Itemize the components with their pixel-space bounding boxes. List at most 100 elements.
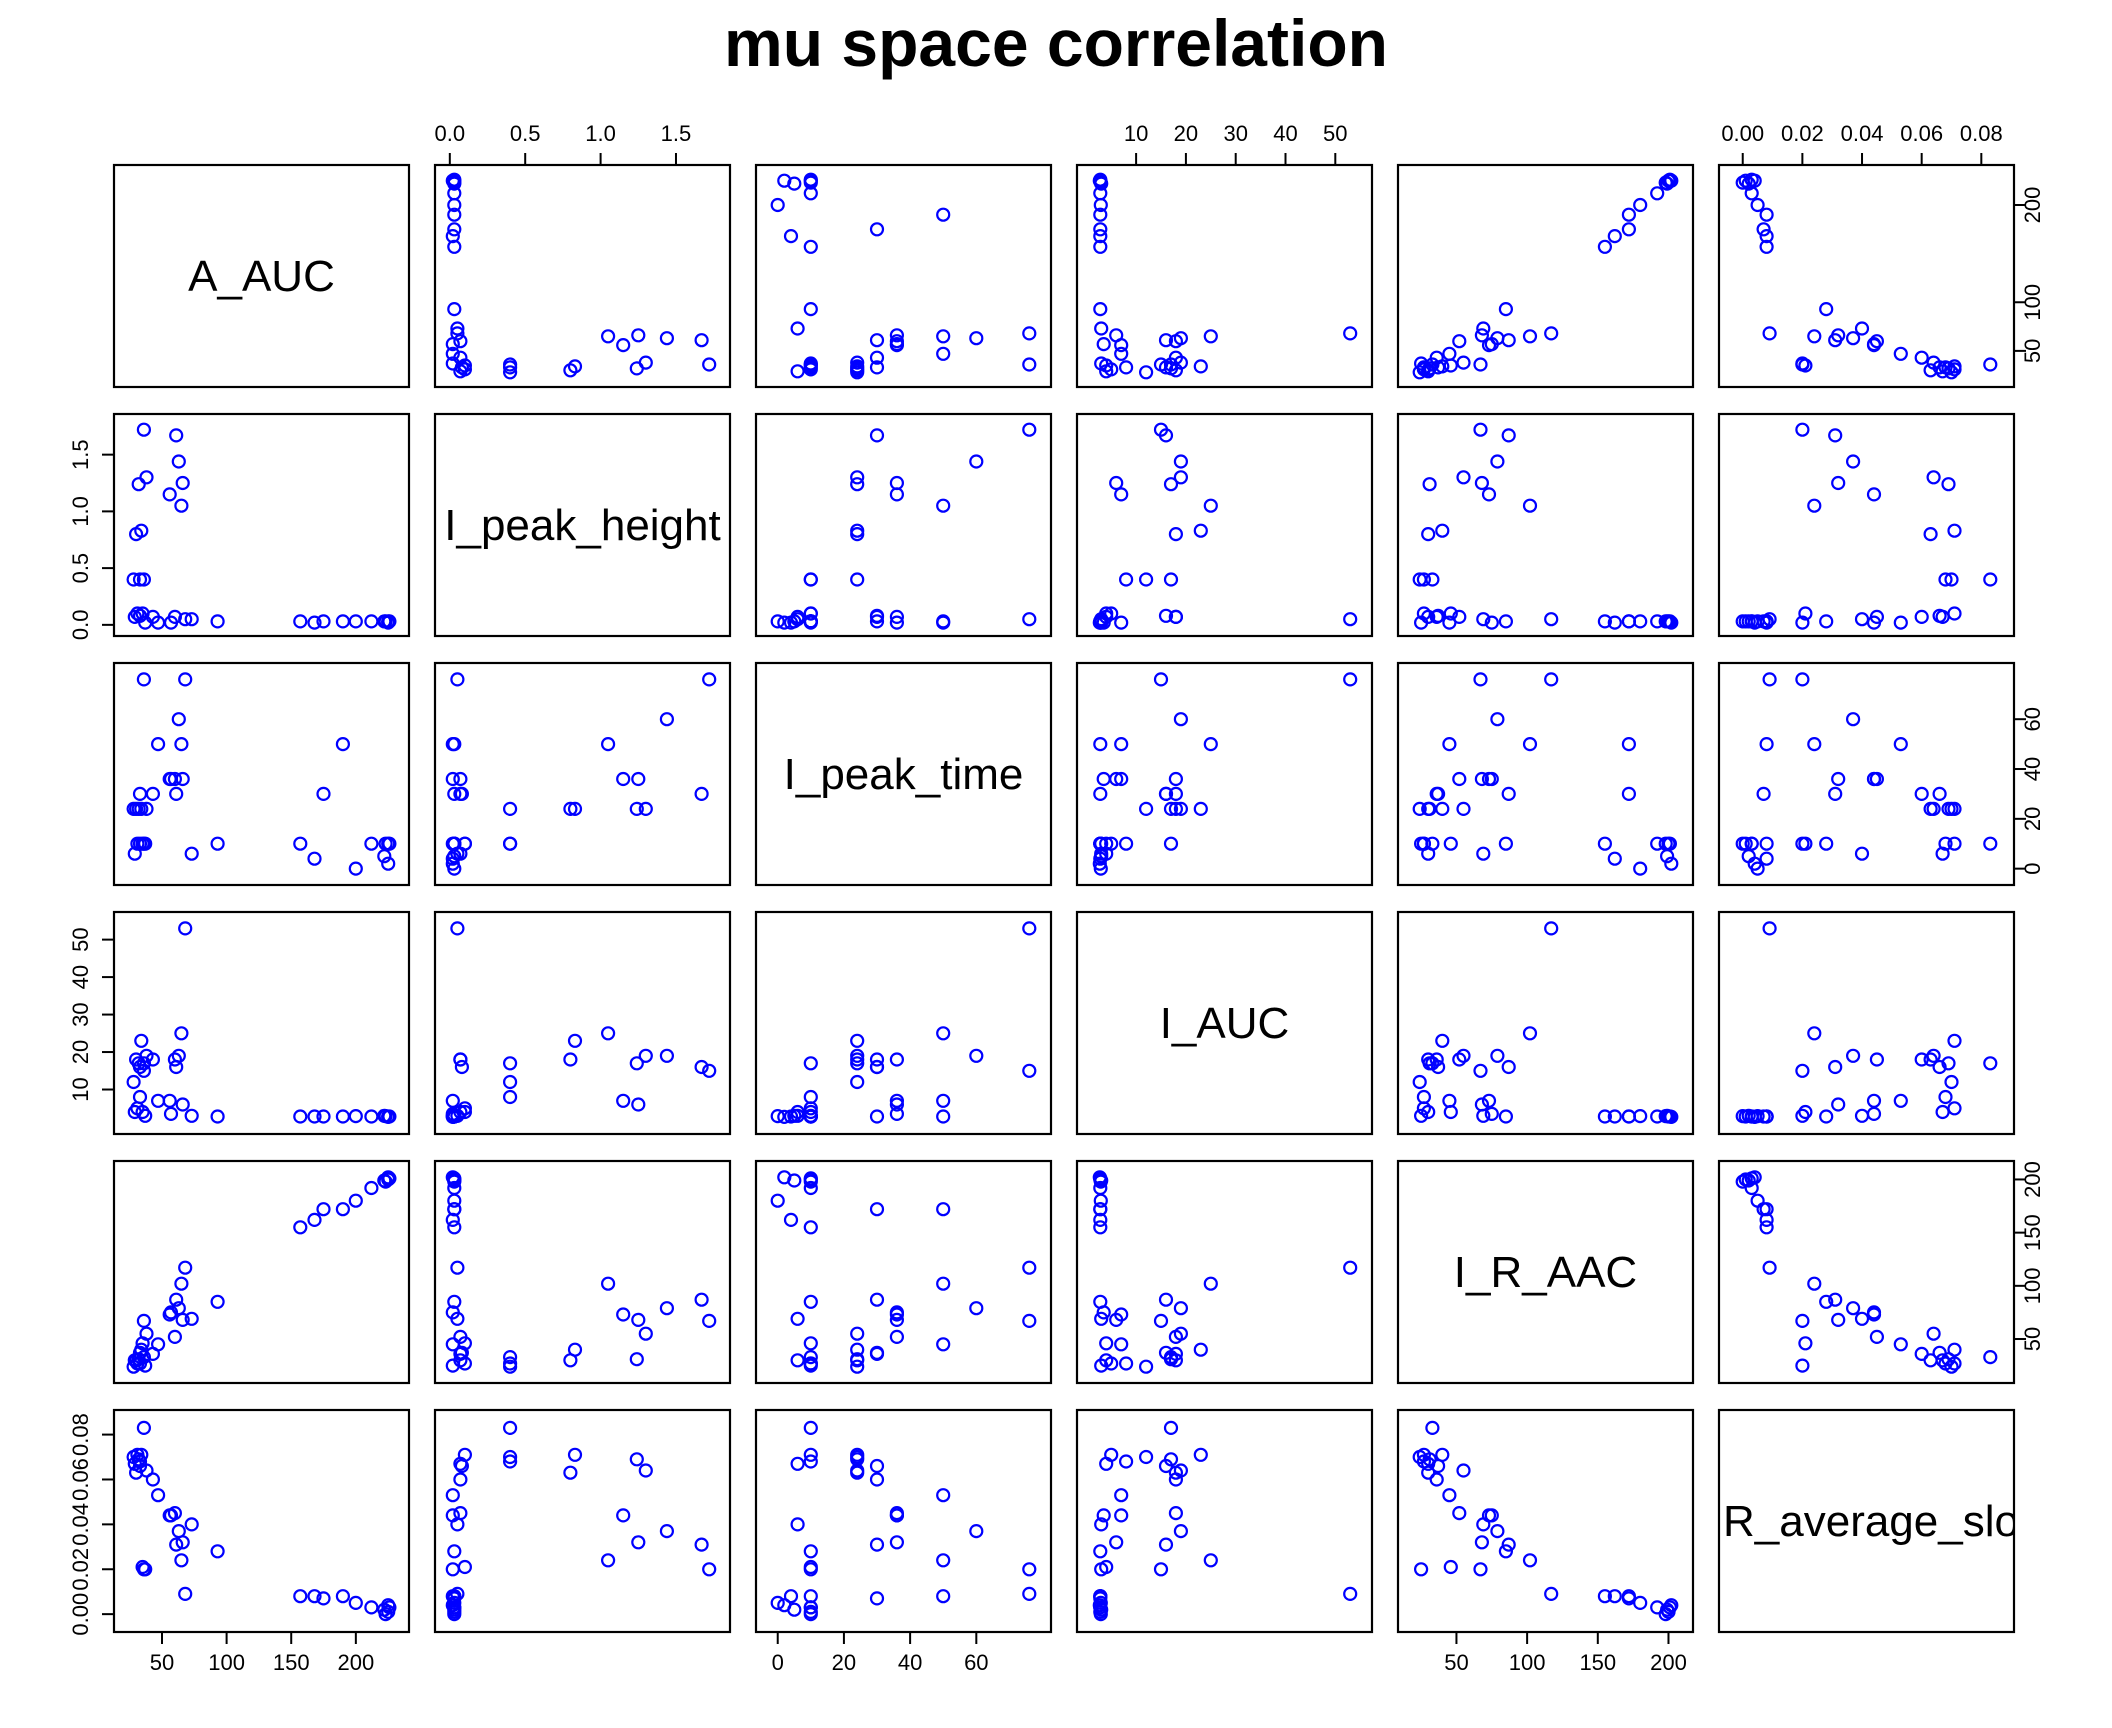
data-point <box>631 771 646 787</box>
data-point <box>702 357 717 372</box>
data-point <box>563 801 578 817</box>
data-point <box>169 786 184 802</box>
panel-frame <box>1396 412 1695 638</box>
data-point <box>1022 357 1037 372</box>
data-point <box>1421 801 1436 817</box>
data-point <box>1650 186 1665 201</box>
data-point <box>447 1174 462 1189</box>
data-point <box>132 1454 148 1469</box>
data-point <box>447 1294 462 1309</box>
data-point <box>445 1108 460 1123</box>
data-point <box>1807 329 1822 344</box>
data-point <box>1476 321 1491 336</box>
data-point <box>629 1056 644 1071</box>
panel-frame <box>433 661 732 887</box>
data-point <box>454 786 469 802</box>
data-point <box>1607 615 1622 630</box>
data-point <box>869 1458 885 1474</box>
data-point <box>803 1089 818 1105</box>
data-point <box>869 614 885 629</box>
data-point <box>936 1589 951 1604</box>
data-point <box>162 1093 177 1108</box>
data-point <box>136 572 151 587</box>
data-point <box>174 1276 189 1291</box>
data-point <box>1435 801 1450 817</box>
data-point <box>1947 1033 1962 1048</box>
data-point <box>1413 836 1429 851</box>
data-point <box>1476 846 1491 861</box>
data-point <box>702 672 717 687</box>
data-point <box>316 1109 331 1124</box>
data-point <box>1938 1356 1953 1371</box>
panel-I_peak_height-vs-A_AUC <box>112 412 411 638</box>
data-point <box>1168 526 1184 542</box>
data-point <box>850 1033 865 1048</box>
data-point <box>184 1108 199 1123</box>
data-point <box>1484 615 1499 630</box>
data-point <box>503 357 518 372</box>
data-point <box>1735 614 1750 629</box>
data-point <box>445 346 460 361</box>
data-point <box>790 1104 805 1120</box>
data-point <box>1114 346 1129 361</box>
data-point <box>1607 851 1622 866</box>
data-point <box>1658 1108 1673 1124</box>
data-point <box>1096 337 1111 352</box>
data-point <box>1947 1101 1962 1116</box>
right-tick-label: 60 <box>2020 707 2045 731</box>
left-tick-label: 0.06 <box>68 1458 93 1501</box>
data-point <box>1750 861 1765 876</box>
top-tick-label: 0.06 <box>1900 121 1943 146</box>
data-point <box>1983 572 1998 587</box>
data-point <box>1473 357 1488 372</box>
data-point <box>169 1537 184 1552</box>
data-point <box>629 1352 644 1367</box>
top-tick-label: 0.08 <box>1960 121 2003 146</box>
data-point <box>503 1089 518 1105</box>
data-point <box>1522 736 1538 752</box>
data-point <box>631 1535 646 1550</box>
data-point <box>803 1180 818 1196</box>
data-point <box>167 1052 182 1067</box>
data-point <box>1173 801 1189 817</box>
data-point <box>378 1108 393 1124</box>
data-point <box>1476 1108 1491 1123</box>
data-point <box>454 1059 469 1075</box>
data-point <box>1093 229 1108 244</box>
data-point <box>1798 1104 1813 1120</box>
data-point <box>803 1174 818 1189</box>
data-point <box>638 1326 653 1341</box>
data-point <box>167 609 182 625</box>
panel-frame <box>112 163 411 389</box>
data-point <box>1416 606 1432 621</box>
data-point <box>1109 771 1124 787</box>
data-point <box>447 207 462 222</box>
data-point <box>138 1562 153 1577</box>
data-point <box>171 1048 186 1063</box>
data-point <box>1413 1562 1429 1577</box>
data-point <box>889 475 905 491</box>
data-point <box>936 1109 951 1124</box>
data-point <box>1607 1589 1622 1604</box>
data-point <box>1866 487 1882 502</box>
data-point <box>1022 612 1037 627</box>
data-point <box>1926 470 1941 485</box>
data-point <box>138 1358 153 1373</box>
data-point <box>132 1089 148 1105</box>
data-point <box>1158 786 1174 802</box>
panel-R_average_slope-vs-I_peak_time <box>754 1408 1053 1634</box>
data-point <box>616 1093 631 1108</box>
data-point <box>210 1109 225 1124</box>
data-point <box>787 176 802 191</box>
data-point <box>567 1342 583 1357</box>
data-point <box>803 1056 818 1071</box>
data-point <box>1093 239 1108 254</box>
panel-A_AUC-vs-R_average_slope <box>1717 163 2016 389</box>
data-point <box>1153 1562 1169 1577</box>
data-point <box>1203 329 1218 344</box>
data-point <box>453 1472 468 1487</box>
data-point <box>178 672 193 687</box>
data-point <box>1452 334 1467 349</box>
data-point <box>1926 1326 1941 1341</box>
